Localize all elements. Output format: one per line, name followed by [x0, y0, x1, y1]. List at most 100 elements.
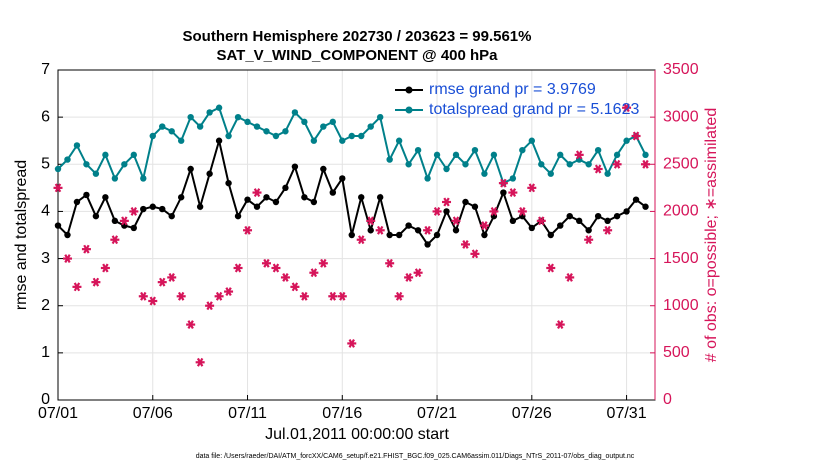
marker — [261, 258, 271, 268]
y-tick-label: 0 — [41, 391, 50, 408]
marker — [54, 222, 62, 229]
y2-tick-label: 2500 — [663, 156, 699, 173]
marker — [130, 224, 138, 232]
marker — [481, 170, 488, 177]
marker — [404, 272, 414, 282]
marker-stroke — [500, 178, 507, 188]
marker — [329, 189, 337, 196]
marker — [140, 205, 147, 213]
marker — [414, 146, 422, 154]
marker — [130, 151, 138, 159]
marker — [233, 263, 243, 273]
marker — [157, 277, 167, 287]
y2-tick-label: 2000 — [663, 203, 699, 220]
marker — [339, 137, 346, 144]
marker — [603, 225, 613, 235]
marker — [159, 123, 166, 130]
marker — [366, 216, 376, 226]
marker — [271, 263, 281, 273]
marker — [479, 221, 489, 231]
marker — [224, 287, 234, 297]
y-tick-label: 1 — [41, 344, 50, 361]
marker — [282, 184, 289, 192]
marker — [91, 277, 101, 287]
series-line — [57, 106, 647, 185]
x-tick-label: 07/26 — [512, 405, 552, 422]
marker — [100, 263, 110, 273]
marker-stroke — [83, 244, 90, 254]
marker-stroke — [64, 254, 71, 264]
marker-stroke — [168, 272, 175, 282]
y2-tick-label: 1000 — [663, 297, 699, 314]
marker — [54, 165, 62, 173]
marker — [253, 203, 261, 210]
marker — [547, 170, 554, 177]
marker — [111, 217, 119, 225]
x-tick-label: 07/31 — [607, 405, 647, 422]
x-tick-label: 07/01 — [38, 405, 78, 422]
marker — [613, 212, 621, 220]
marker — [138, 291, 148, 301]
marker — [187, 113, 194, 121]
marker-stroke — [547, 263, 554, 273]
y-tick-label: 2 — [41, 297, 50, 314]
marker — [574, 150, 584, 160]
marker — [176, 291, 186, 301]
marker-stroke — [282, 272, 289, 282]
marker-stroke — [244, 225, 251, 235]
marker — [272, 198, 280, 206]
marker — [546, 263, 556, 273]
legend-marker — [405, 106, 413, 114]
marker — [386, 156, 393, 163]
marker — [462, 161, 469, 168]
marker — [490, 151, 498, 159]
marker — [527, 183, 537, 193]
marker-stroke — [519, 206, 526, 216]
marker-stroke — [177, 291, 185, 301]
marker-stroke — [433, 206, 441, 216]
marker — [642, 203, 649, 210]
marker-stroke — [263, 258, 270, 268]
marker — [565, 272, 575, 282]
marker-stroke — [73, 282, 81, 292]
marker-stroke — [405, 272, 412, 282]
marker-stroke — [310, 268, 318, 278]
marker — [83, 161, 90, 168]
marker — [405, 222, 412, 229]
marker — [337, 291, 347, 301]
marker — [168, 128, 175, 135]
marker-stroke — [642, 159, 649, 169]
marker — [481, 231, 488, 239]
marker — [244, 196, 251, 203]
marker — [405, 161, 412, 168]
marker — [225, 179, 232, 187]
marker — [129, 206, 139, 216]
marker-stroke — [253, 188, 261, 198]
marker — [395, 137, 403, 144]
x-tick-label: 07/21 — [417, 405, 457, 422]
marker-stroke — [130, 206, 138, 216]
marker — [195, 357, 205, 367]
y2-tick-label: 3000 — [663, 108, 699, 125]
marker — [234, 113, 242, 121]
marker — [320, 165, 327, 173]
marker — [519, 146, 526, 154]
marker-stroke — [490, 206, 498, 216]
y2-tick-label: 500 — [663, 344, 690, 361]
marker — [310, 137, 318, 144]
legend-marker — [405, 86, 413, 94]
marker — [622, 103, 632, 113]
marker — [243, 225, 253, 235]
marker-stroke — [140, 291, 147, 301]
marker — [320, 123, 327, 130]
marker — [299, 291, 309, 301]
marker — [244, 118, 251, 126]
marker — [358, 194, 365, 201]
marker — [584, 235, 594, 245]
marker — [110, 235, 120, 245]
marker-stroke — [632, 131, 640, 141]
chart-subtitle: SAT_V_WIND_COMPONENT @ 400 hPa — [216, 47, 498, 64]
marker — [433, 151, 441, 159]
marker-stroke — [348, 338, 355, 348]
legend-label: rmse grand pr = 3.9769 — [429, 81, 596, 98]
